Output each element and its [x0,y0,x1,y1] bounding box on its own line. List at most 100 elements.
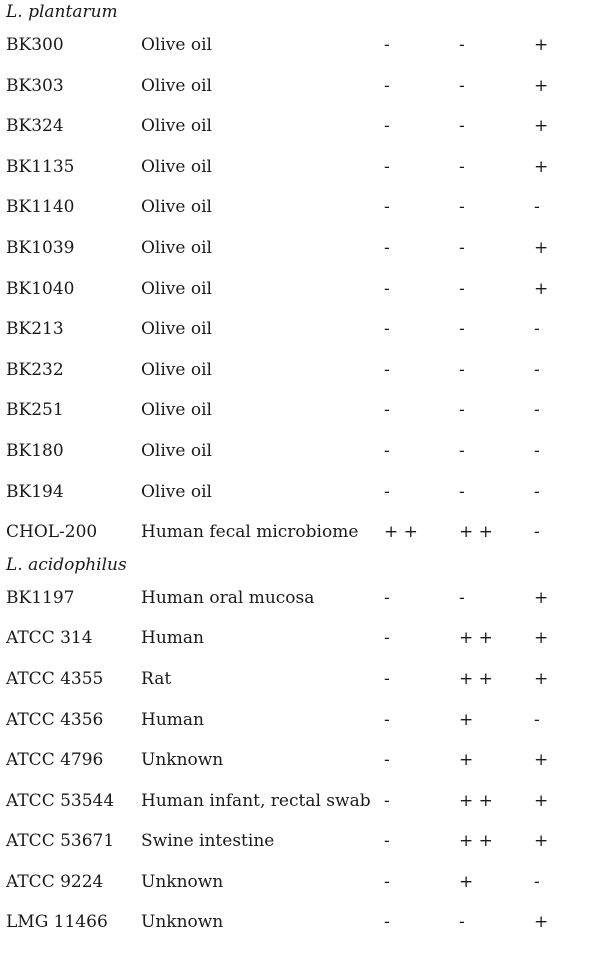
source-cell: Olive oil [141,197,212,218]
result-cell-2: - [459,912,465,933]
strain-cell: BK232 [6,359,64,380]
result-cell-1: - [384,319,390,340]
result-cell-2: - [459,197,465,218]
table-row: BK1140 Olive oil - - - [0,187,600,228]
source-cell: Human infant, rectal swab [141,790,371,811]
result-cell-3: - [534,197,540,218]
source-cell: Olive oil [141,35,212,55]
strain-cell: CHOL-200 [6,522,98,543]
result-cell-2: + [459,709,474,730]
result-cell-3: + [534,116,549,137]
source-cell: Human oral mucosa [141,587,315,608]
source-cell: Olive oil [141,400,212,421]
group-header: L. acidophilus [0,553,600,578]
table-row: BK180 Olive oil - - - [0,431,600,472]
strain-cell: ATCC 53544 [6,790,115,811]
result-cell-3: + [534,912,549,933]
strain-cell: ATCC 4355 [6,668,104,689]
result-cell-3: + [534,790,549,811]
result-cell-3: - [534,359,540,380]
result-cell-2: + + [459,790,493,811]
result-cell-2: + + [459,522,493,543]
result-cell-3: + [534,668,549,689]
result-cell-1: - [384,912,390,933]
group-species-label: L. acidophilus [6,554,127,575]
strain-cell: LMG 11466 [6,912,108,933]
result-cell-1: - [384,750,390,771]
source-cell: Olive oil [141,440,212,461]
result-cell-2: + + [459,628,493,649]
strain-cell: BK1140 [6,197,75,218]
table-row: BK251 Olive oil - - - [0,390,600,431]
result-cell-3: - [534,400,540,421]
result-cell-1: - [384,400,390,421]
strain-cell: BK1040 [6,278,75,299]
result-cell-2: - [459,278,465,299]
source-cell: Human [141,709,204,730]
result-cell-3: - [534,709,540,730]
result-cell-3: + [534,750,549,771]
result-cell-3: - [534,319,540,340]
result-cell-1: - [384,871,390,892]
source-cell: Swine intestine [141,831,275,852]
strain-cell: BK251 [6,400,64,421]
result-cell-3: + [534,35,549,55]
table-row: ATCC 4356 Human - + - [0,700,600,741]
source-cell: Human [141,628,204,649]
strain-cell: BK180 [6,440,64,461]
table-row: CHOL-200 Human fecal microbiome + + + + - [0,512,600,553]
result-cell-2: - [459,319,465,340]
result-cell-1: - [384,587,390,608]
strain-cell: ATCC 9224 [6,871,104,892]
source-cell: Olive oil [141,237,212,258]
strain-cell: BK1039 [6,237,75,258]
table-row: BK1039 Olive oil - - + [0,228,600,269]
table-row: ATCC 9224 Unknown - + - [0,862,600,903]
strain-cell: ATCC 53671 [6,831,115,852]
result-cell-1: - [384,156,390,177]
strain-cell: ATCC 4796 [6,750,104,771]
result-cell-3: + [534,628,549,649]
result-cell-3: + [534,156,549,177]
result-cell-2: - [459,400,465,421]
result-cell-2: - [459,237,465,258]
result-cell-1: + + [384,522,418,543]
result-cell-2: + [459,750,474,771]
result-cell-2: - [459,75,465,96]
result-cell-1: - [384,278,390,299]
result-cell-1: - [384,75,390,96]
table-row: BK232 Olive oil - - - [0,350,600,391]
source-cell: Unknown [141,750,224,771]
strain-cell: BK194 [6,481,64,502]
table-row: ATCC 53671 Swine intestine - + + + [0,821,600,862]
strain-cell: ATCC 314 [6,628,93,649]
table-row: LMG 11466 Unknown - - + [0,902,600,943]
result-cell-1: - [384,709,390,730]
strain-cell: BK300 [6,35,64,55]
source-cell: Olive oil [141,359,212,380]
result-cell-1: - [384,237,390,258]
source-cell: Rat [141,668,172,689]
table-row: BK1135 Olive oil - - + [0,147,600,188]
table-row: ATCC 314 Human - + + + [0,618,600,659]
source-cell: Olive oil [141,319,212,340]
table-row: BK300 Olive oil - - + [0,25,600,66]
strain-cell: BK1197 [6,587,75,608]
table-row: BK213 Olive oil - - - [0,309,600,350]
table-row: BK303 Olive oil - - + [0,66,600,107]
result-cell-3: - [534,522,540,543]
strain-cell: BK324 [6,116,64,137]
source-cell: Unknown [141,912,224,933]
strain-cell: BK303 [6,75,64,96]
result-cell-1: - [384,35,390,55]
table-row: ATCC 4355 Rat - + + + [0,659,600,700]
result-cell-2: + + [459,668,493,689]
table-row: BK194 Olive oil - - - [0,472,600,513]
result-cell-1: - [384,116,390,137]
result-cell-1: - [384,628,390,649]
table-row: BK1040 Olive oil - - + [0,269,600,310]
result-cell-2: - [459,116,465,137]
result-cell-3: + [534,278,549,299]
source-cell: Olive oil [141,278,212,299]
